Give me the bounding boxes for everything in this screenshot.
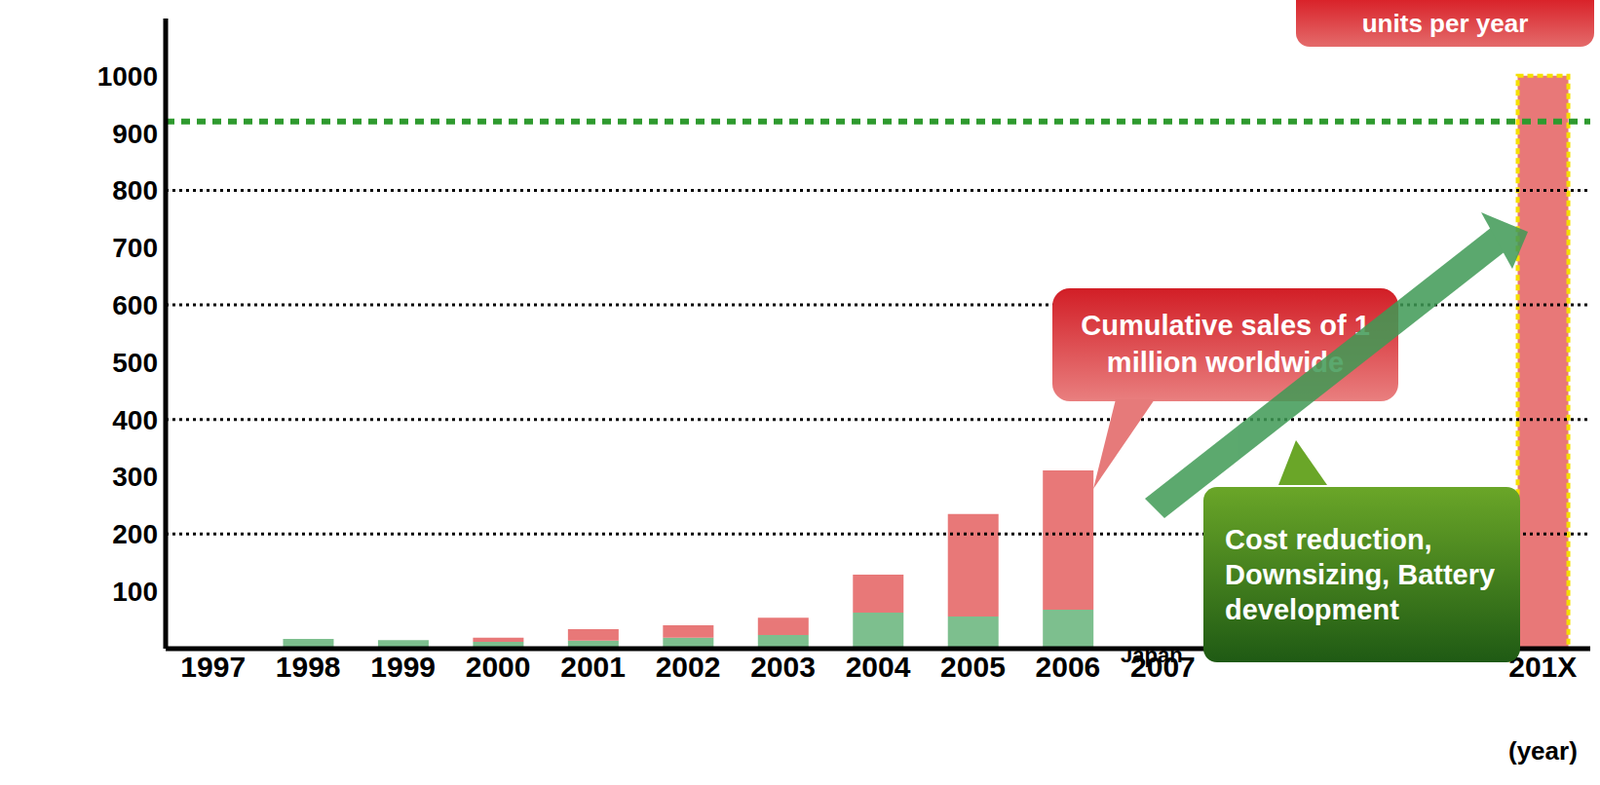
svg-text:2000: 2000 — [465, 650, 532, 684]
html-text:Cost reduction, Downsizing, Ba: Cost reduction, Downsizing, Battery deve… — [1224, 523, 1495, 626]
svg-text:700: 700 — [112, 232, 158, 264]
html-text:units per year: units per year — [1361, 8, 1529, 38]
svg-text:600: 600 — [112, 290, 158, 321]
html-text:(year): (year) — [1508, 736, 1578, 766]
svg-text:900: 900 — [112, 118, 158, 150]
svg-text:1999: 1999 — [370, 650, 436, 684]
svg-text:200: 200 — [112, 519, 158, 550]
svg-text:2006: 2006 — [1035, 650, 1102, 684]
svg-text:2003: 2003 — [750, 650, 816, 684]
svg-text:800: 800 — [112, 175, 158, 206]
svg-text:300: 300 — [112, 461, 158, 493]
svg-text:400: 400 — [112, 405, 158, 436]
svg-text:2002: 2002 — [655, 650, 722, 684]
svg-text:1998: 1998 — [275, 650, 342, 684]
html-text:Japan: Japan — [1120, 643, 1183, 668]
svg-text:201X: 201X — [1508, 650, 1577, 684]
svg-text:1000: 1000 — [97, 61, 158, 92]
html-text:Cumulative sales of 1 million: Cumulative sales of 1 million worldwide — [1080, 310, 1370, 379]
svg-text:2001: 2001 — [560, 650, 626, 684]
svg-text:100: 100 — [112, 576, 158, 608]
svg-text:500: 500 — [112, 347, 158, 379]
svg-text:1997: 1997 — [180, 650, 246, 684]
svg-text:2004: 2004 — [845, 650, 912, 684]
svg-text:2005: 2005 — [940, 650, 1006, 684]
